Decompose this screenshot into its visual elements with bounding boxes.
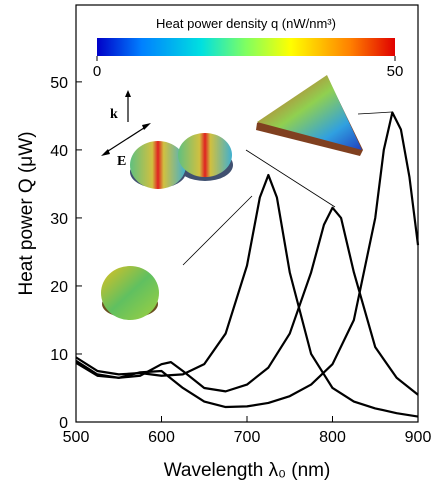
arrowhead (142, 123, 151, 130)
y-tick-label: 20 (50, 279, 68, 296)
arrowhead (101, 149, 110, 156)
colorbar (97, 38, 395, 56)
y-tick-label: 40 (50, 143, 68, 160)
line-series (75, 111, 420, 409)
arrow-e (104, 125, 148, 154)
inset-dimer (130, 133, 233, 189)
x-tick-label: 700 (234, 429, 261, 446)
colorbar-tick-label: 0 (93, 63, 101, 80)
y-tick-label: 10 (50, 347, 68, 364)
x-tick-label: 600 (148, 429, 175, 446)
x-axis-label: Wavelength λ₀ (nm) (164, 460, 331, 481)
y-tick-label: 30 (50, 211, 68, 228)
arrowhead (125, 90, 131, 97)
inset-disk (101, 266, 159, 320)
inset-triangle (256, 75, 363, 156)
x-tick-label: 800 (319, 429, 346, 446)
line-series (75, 206, 419, 396)
plot-frame (75, 4, 419, 423)
x-tick-label: 900 (405, 429, 432, 446)
leader-line (182, 195, 253, 266)
y-tick-label: 50 (50, 75, 68, 92)
colorbar-tick-label: 50 (387, 63, 404, 80)
leader-line (357, 111, 393, 115)
y-tick-label: 0 (59, 415, 68, 432)
colorbar-label: Heat power density q (nW/nm³) (156, 16, 336, 31)
annotation: k (110, 107, 118, 122)
y-axis-label: Heat power Q (μW) (16, 131, 37, 295)
leader-line (245, 149, 336, 208)
annotation: E (117, 154, 126, 169)
x-tick-label: 500 (63, 429, 90, 446)
